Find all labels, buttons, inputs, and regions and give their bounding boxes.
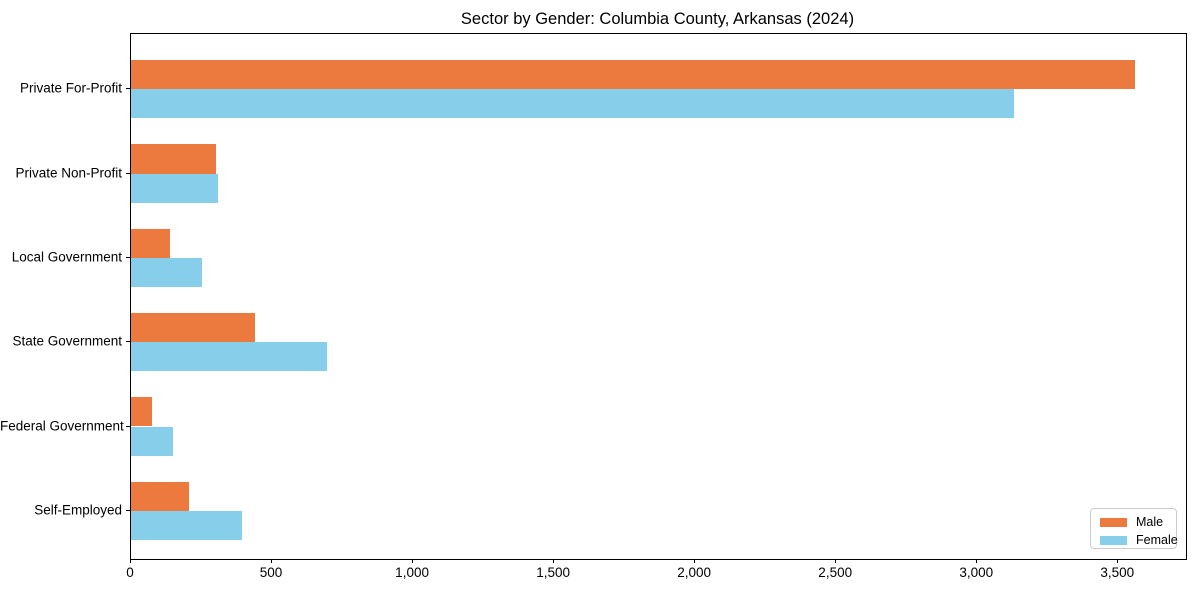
x-tick-label: 0 bbox=[126, 565, 134, 580]
x-tick-label: 1,500 bbox=[536, 565, 571, 580]
y-tick-label: Self-Employed bbox=[34, 502, 122, 518]
x-tick bbox=[271, 559, 273, 563]
chart-title: Sector by Gender: Columbia County, Arkan… bbox=[460, 10, 855, 28]
bar-female-6 bbox=[131, 510, 243, 540]
bar-female-3 bbox=[131, 257, 202, 288]
bar-male-1 bbox=[131, 60, 1136, 90]
legend-swatch-female bbox=[1100, 536, 1127, 545]
y-tick-label: Private For-Profit bbox=[19, 80, 122, 96]
legend-label-male: Male bbox=[1136, 515, 1164, 529]
y-tick-label: Local Government bbox=[11, 249, 122, 265]
y-tick bbox=[126, 172, 130, 174]
legend-item-female: Female bbox=[1100, 533, 1178, 548]
bar-male-4 bbox=[131, 313, 256, 343]
y-tick-label: Federal Government bbox=[0, 418, 124, 433]
bar-male-5 bbox=[131, 397, 153, 427]
legend-item-male: Male bbox=[1100, 515, 1168, 530]
x-tick bbox=[694, 559, 696, 563]
y-tick-label: State Government bbox=[12, 333, 122, 349]
x-tick bbox=[835, 559, 837, 563]
legend: Male Female bbox=[1090, 508, 1178, 549]
x-tick-label: 1,000 bbox=[395, 565, 429, 580]
x-tick-label: 2,000 bbox=[677, 565, 712, 580]
plot-area bbox=[130, 33, 1187, 560]
y-tick bbox=[126, 509, 130, 511]
bar-male-2 bbox=[131, 144, 216, 174]
bar-female-2 bbox=[131, 173, 219, 203]
x-tick bbox=[412, 559, 414, 563]
y-tick bbox=[126, 256, 130, 258]
y-tick-label: Private Non-Profit bbox=[15, 165, 122, 181]
y-tick bbox=[126, 88, 130, 90]
x-tick-label: 3,500 bbox=[1100, 565, 1135, 580]
x-tick bbox=[553, 559, 555, 563]
legend-swatch-male bbox=[1100, 518, 1127, 527]
bar-female-1 bbox=[131, 89, 1014, 119]
x-tick bbox=[1117, 559, 1119, 563]
y-tick bbox=[126, 425, 130, 427]
x-tick bbox=[130, 559, 131, 563]
bar-male-6 bbox=[131, 481, 189, 511]
y-tick bbox=[126, 341, 130, 343]
legend-label-female: Female bbox=[1136, 533, 1178, 547]
bar-female-4 bbox=[131, 342, 328, 372]
bar-female-5 bbox=[131, 426, 174, 456]
x-tick bbox=[976, 559, 978, 563]
x-tick-label: 2,500 bbox=[818, 565, 853, 580]
x-tick-label: 3,000 bbox=[959, 565, 994, 580]
bar-male-3 bbox=[131, 228, 171, 258]
x-tick-label: 500 bbox=[259, 565, 283, 580]
